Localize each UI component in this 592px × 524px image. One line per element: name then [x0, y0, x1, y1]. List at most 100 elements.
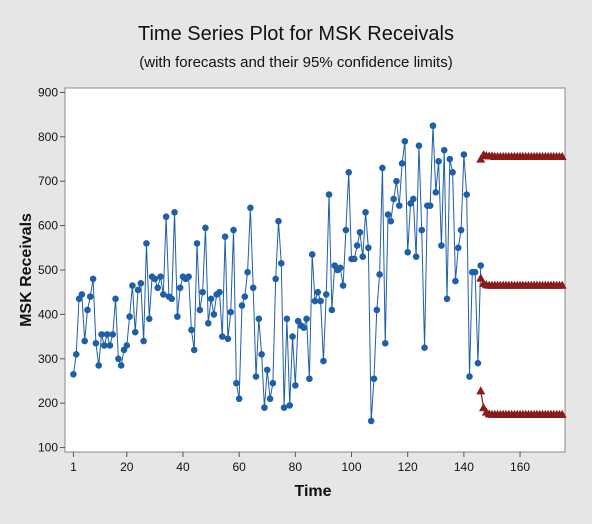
data-point [225, 336, 232, 343]
data-point [216, 289, 223, 296]
data-point [315, 289, 322, 296]
y-tick-label: 900 [38, 85, 58, 99]
data-point [455, 245, 462, 252]
data-point [390, 196, 397, 203]
data-point [337, 264, 344, 271]
y-tick-label: 800 [38, 130, 58, 144]
data-point [379, 165, 386, 172]
data-point [194, 240, 201, 247]
data-point [371, 375, 378, 382]
data-point [129, 282, 136, 289]
y-tick-label: 200 [38, 396, 58, 410]
data-point [205, 320, 212, 327]
data-point [98, 331, 105, 338]
data-point [329, 307, 336, 314]
x-tick-label: 1 [70, 460, 77, 474]
data-point [270, 380, 277, 387]
data-point [73, 351, 80, 358]
data-point [340, 282, 347, 289]
data-point [413, 253, 420, 260]
data-point [140, 338, 147, 345]
data-point [191, 347, 198, 354]
data-point [132, 329, 139, 336]
data-point [354, 242, 361, 249]
data-point [143, 240, 150, 247]
chart-subtitle: (with forecasts and their 95% confidence… [139, 54, 452, 71]
data-point [418, 227, 425, 234]
data-point [475, 360, 482, 367]
data-point [163, 213, 170, 220]
x-tick-label: 80 [289, 460, 303, 474]
data-point [441, 147, 448, 154]
data-point [404, 249, 411, 256]
data-point [104, 331, 111, 338]
data-point [236, 395, 243, 402]
data-point [168, 296, 175, 303]
data-point [247, 205, 254, 212]
x-tick-label: 160 [510, 460, 530, 474]
data-point [317, 298, 324, 305]
data-point [135, 287, 142, 294]
data-point [81, 338, 88, 345]
data-point [351, 256, 358, 263]
data-point [320, 358, 327, 365]
y-axis-label: MSK Receivals [18, 213, 35, 327]
data-point [199, 289, 206, 296]
data-point [438, 242, 445, 249]
data-point [435, 158, 442, 165]
data-point [376, 271, 383, 278]
data-point [233, 380, 240, 387]
data-point [115, 355, 122, 362]
data-point [458, 227, 465, 234]
data-point [365, 245, 372, 252]
data-point [146, 316, 153, 323]
data-point [241, 293, 248, 300]
data-point [177, 284, 184, 291]
data-point [343, 227, 350, 234]
data-point [123, 342, 130, 349]
y-tick-label: 700 [38, 174, 58, 188]
data-point [95, 362, 102, 369]
data-point [160, 291, 167, 298]
data-point [264, 367, 271, 374]
data-point [138, 280, 145, 287]
data-point [272, 276, 279, 283]
data-point [284, 316, 291, 323]
data-point [452, 278, 459, 285]
data-point [118, 362, 125, 369]
data-point [326, 191, 333, 198]
data-point [87, 293, 94, 300]
data-point [278, 260, 285, 267]
data-point [416, 142, 423, 149]
data-point [466, 373, 473, 380]
data-point [253, 373, 260, 380]
data-point [171, 209, 178, 216]
data-point [79, 291, 86, 298]
data-point [112, 296, 119, 303]
data-point [258, 351, 265, 358]
data-point [84, 307, 91, 314]
data-point [463, 191, 470, 198]
data-point [101, 342, 108, 349]
data-point [461, 151, 468, 158]
data-point [93, 340, 100, 347]
data-point [211, 311, 218, 318]
data-point [449, 169, 456, 176]
data-point [447, 156, 454, 163]
data-point [396, 202, 403, 209]
data-point [152, 276, 159, 283]
data-point [188, 327, 195, 334]
y-tick-label: 600 [38, 219, 58, 233]
data-point [208, 296, 215, 303]
data-point [303, 316, 310, 323]
x-axis-label: Time [294, 483, 331, 500]
data-point [244, 269, 251, 276]
data-point [154, 284, 161, 291]
data-point [157, 273, 164, 280]
x-tick-label: 100 [342, 460, 362, 474]
data-point [306, 375, 313, 382]
data-point [126, 313, 133, 320]
data-point [261, 404, 268, 411]
data-point [256, 316, 263, 323]
data-point [472, 269, 479, 276]
